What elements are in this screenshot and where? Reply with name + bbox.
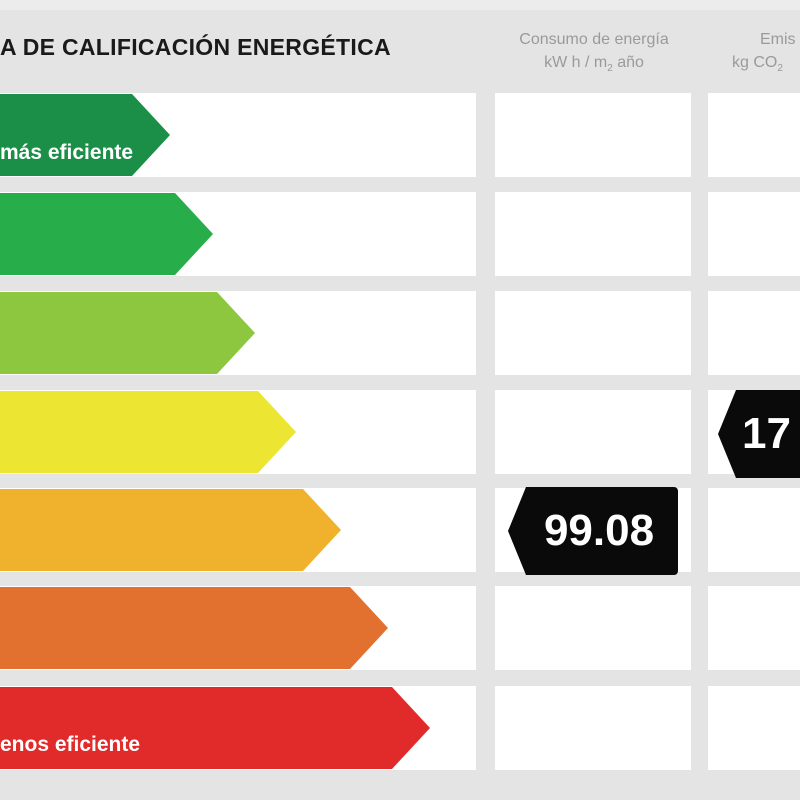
consumo-rating-value: 99.08: [543, 506, 655, 555]
grid-cell-row-c1-7: [495, 686, 691, 770]
grid-cell-row-c1-4: [495, 390, 691, 474]
grid-cell-row-c1-2: [495, 192, 691, 276]
emisiones-rating-value: 17: [742, 409, 791, 458]
grid-cell-row-left-5: [0, 488, 476, 572]
grid-cell-row-c2-1: [708, 93, 800, 177]
emisiones-header-line1: Emis: [760, 31, 796, 48]
grid-cell-row-c2-5: [708, 488, 800, 572]
emisiones-rating-badge: 17: [718, 390, 800, 478]
top-edge: [0, 0, 800, 10]
grid-cell-row-left-4: [0, 390, 476, 474]
grid-cell-row-left-6: [0, 586, 476, 670]
scale-bottom-label: enos eficiente: [0, 733, 141, 756]
consumo-rating-badge: 99.08: [508, 487, 678, 575]
grid-cell-row-c2-3: [708, 291, 800, 375]
scale-top-label: más eficiente: [0, 141, 134, 164]
consumo-header-line1: Consumo de energía: [519, 31, 669, 48]
grid-cell-row-c1-1: [495, 93, 691, 177]
consumo-column-header: Consumo de energía kW h / m2 año: [494, 28, 694, 80]
grid-cell-row-left-2: [0, 192, 476, 276]
header-band: [0, 0, 800, 92]
page-title: A DE CALIFICACIÓN ENERGÉTICA: [0, 34, 391, 60]
grid-cell-row-c2-6: [708, 586, 800, 670]
grid-cell-row-left-3: [0, 291, 476, 375]
grid-cell-row-c1-3: [495, 291, 691, 375]
emisiones-column-header: Emis kg CO2: [708, 28, 800, 80]
grid-cell-row-c2-2: [708, 192, 800, 276]
grid-cell-row-c1-6: [495, 586, 691, 670]
emisiones-header-line2: kg CO2: [732, 54, 783, 75]
grid-cell-row-c2-7: [708, 686, 800, 770]
grid-cell-row-left-7: [0, 686, 476, 770]
consumo-header-line2: kW h / m2 año: [544, 54, 644, 75]
